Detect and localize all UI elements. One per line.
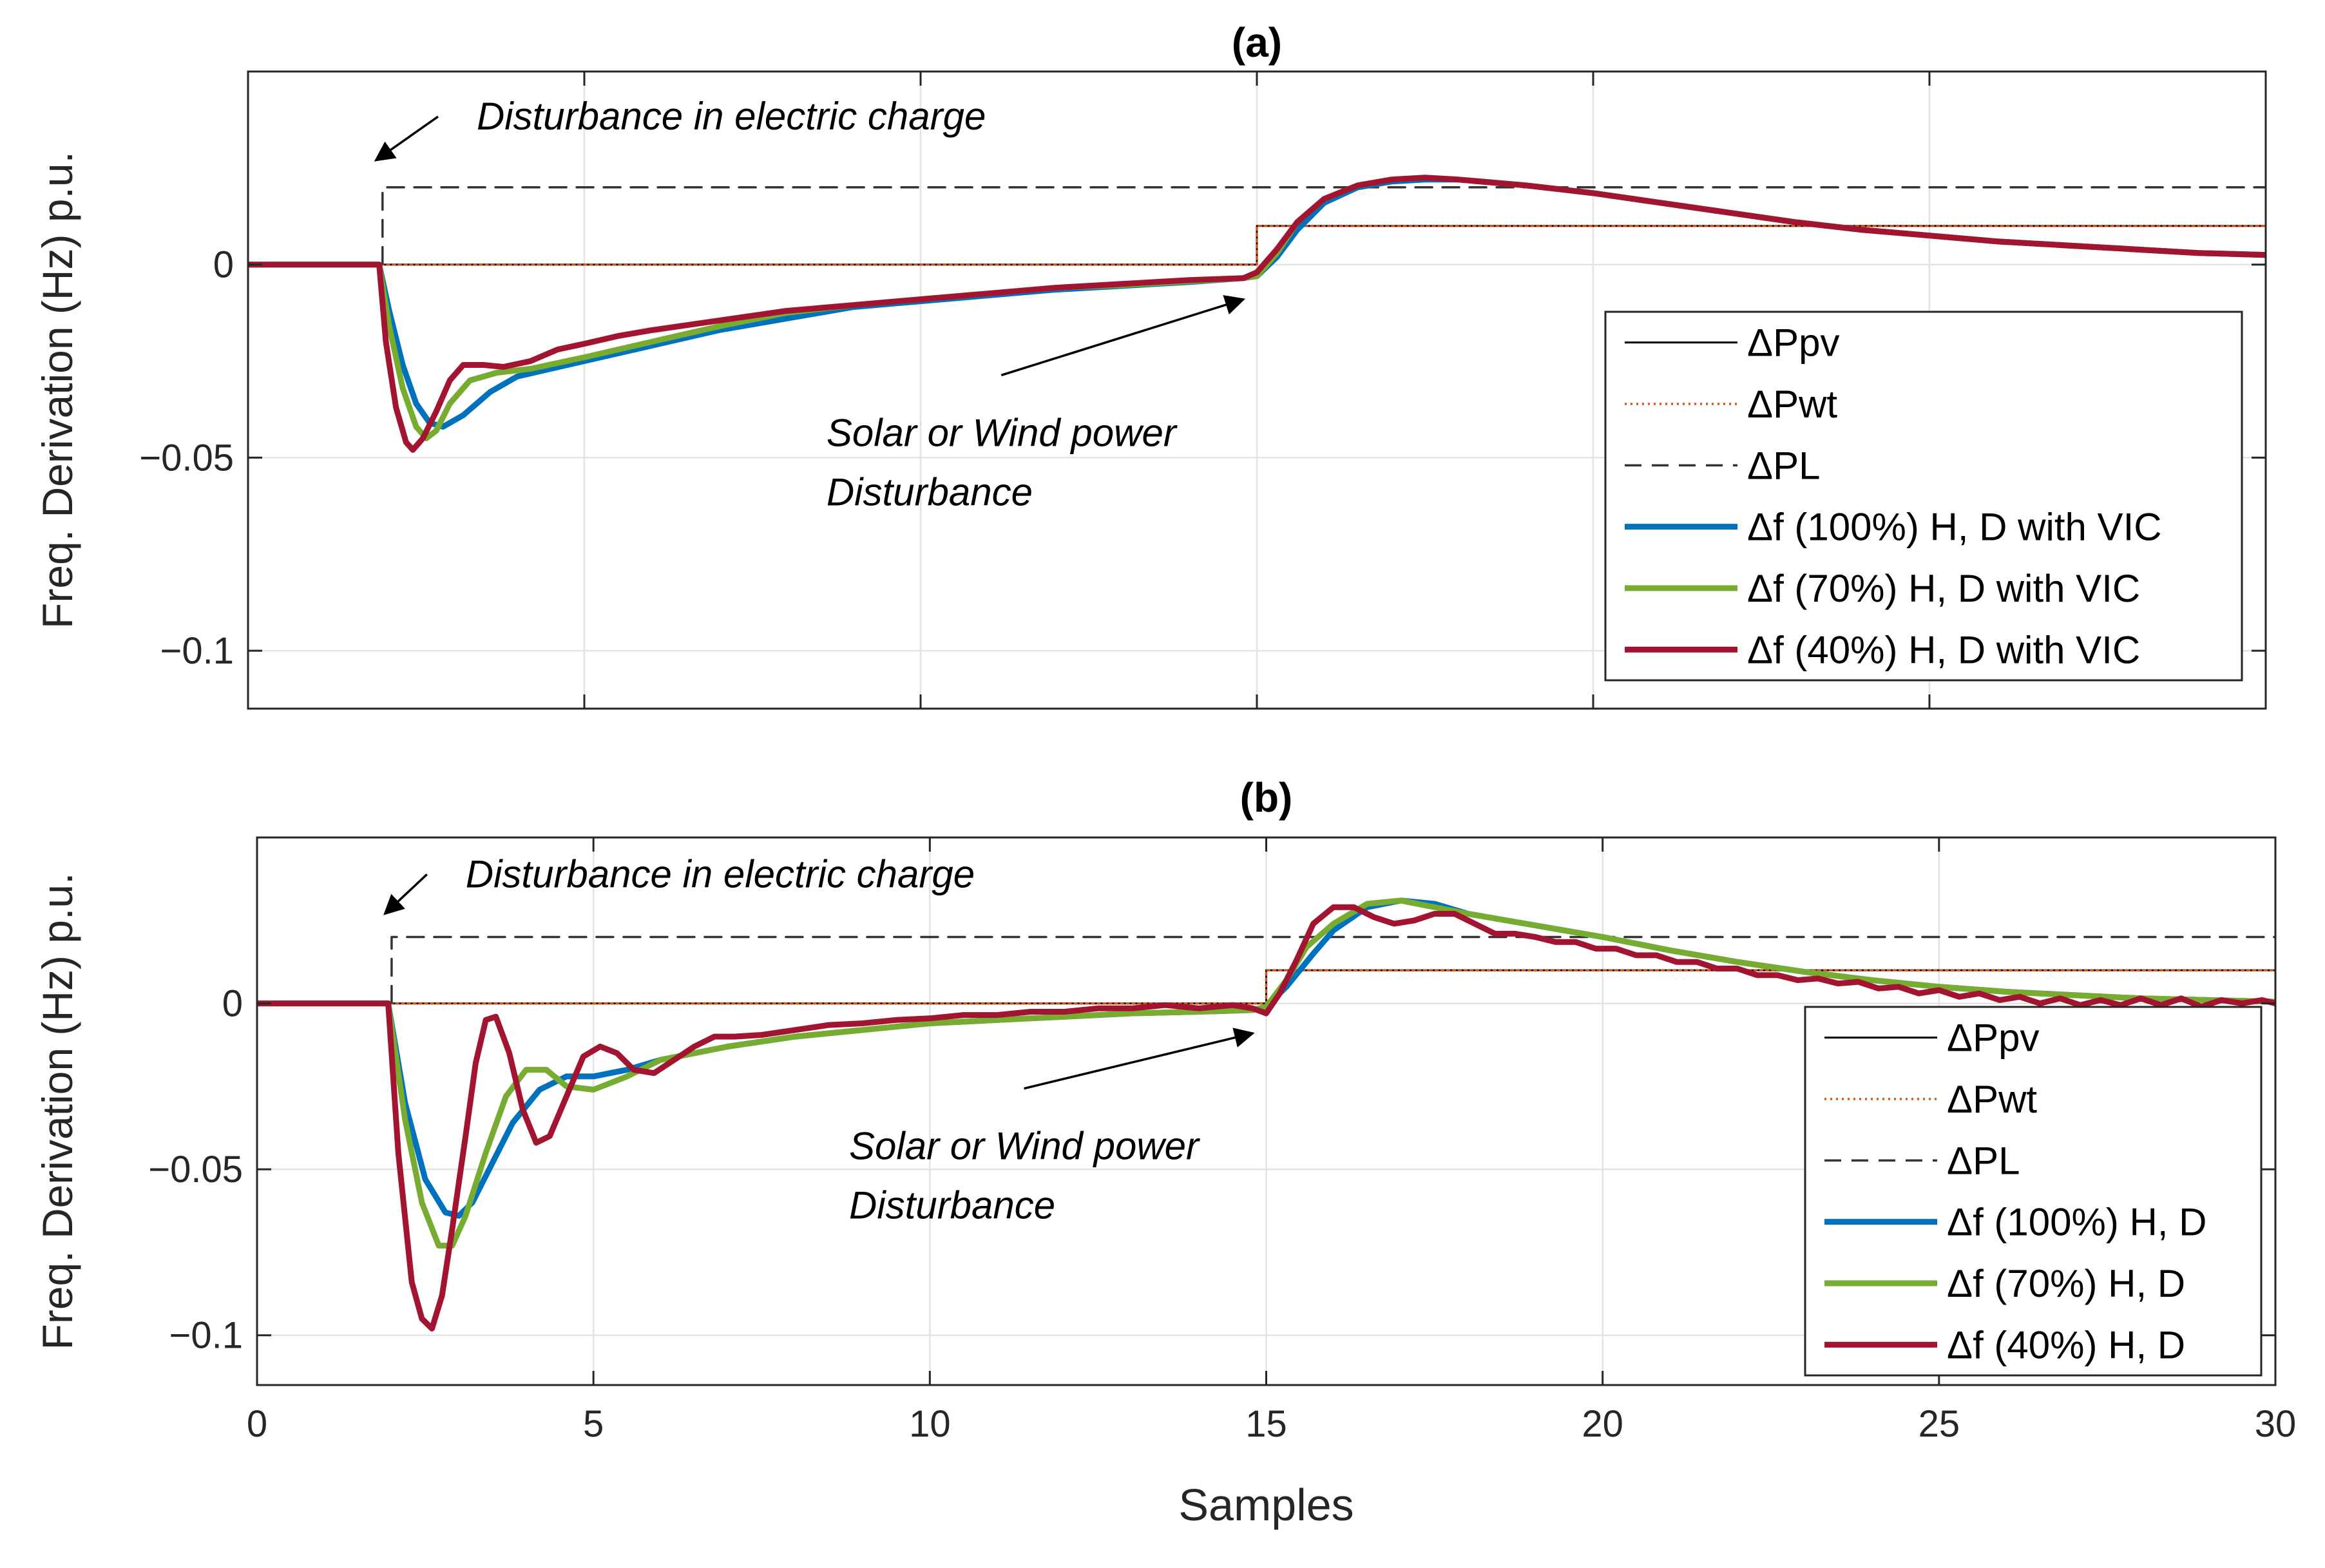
legend-label-5: Δf (40%) H, D xyxy=(1947,1323,2185,1366)
legend: ΔPpv ΔPwt ΔPL Δf (100%) H, D with VIC Δf (70… xyxy=(1604,311,2243,682)
legend-label-3: Δf (100%) H, D xyxy=(1947,1201,2207,1244)
annotation-arrow xyxy=(383,873,428,915)
panel-b: 0 −0.05 −0.1 0 5 10 15 20 25 30 (b) Freq. Derivatio… xyxy=(33,774,2296,1530)
annotation-text: Disturbance xyxy=(849,1184,1055,1227)
y-tick-label: −0.1 xyxy=(169,1315,244,1357)
x-tick-label: 25 xyxy=(1918,1403,1960,1445)
x-tick-label: 20 xyxy=(1582,1403,1623,1445)
legend-label-5: Δf (40%) H, D with VIC xyxy=(1747,628,2140,671)
legend-label-3: Δf (100%) H, D with VIC xyxy=(1747,506,2162,549)
series-line-5 xyxy=(257,904,2275,1332)
legend-box xyxy=(1804,1006,2263,1377)
x-tick-label: 30 xyxy=(2255,1403,2297,1445)
legend-label-2: ΔPL xyxy=(1747,444,1820,487)
y-tick-label: 0 xyxy=(222,983,243,1025)
series-group xyxy=(257,897,2275,1332)
chart-title: (a) xyxy=(1232,19,1282,66)
legend-label-1: ΔPwt xyxy=(1947,1078,2037,1121)
x-tick-label: 5 xyxy=(583,1403,604,1445)
legend-label-2: ΔPL xyxy=(1947,1139,2020,1182)
annotation-text: Disturbance xyxy=(827,470,1033,513)
series-line-1 xyxy=(248,225,2266,266)
y-axis-label: Freq. Derivation (Hz) p.u. xyxy=(33,873,81,1350)
legend-label-0: ΔPpv xyxy=(1947,1017,2039,1060)
annotation-text: Solar or Wind power xyxy=(827,411,1178,454)
y-axis-label: Freq. Derivation (Hz) p.u. xyxy=(33,151,81,629)
annotation-text: Disturbance in electric charge xyxy=(466,852,975,895)
annotation-arrow xyxy=(1000,295,1246,377)
legend-box xyxy=(1604,311,2243,682)
legend-label-1: ΔPwt xyxy=(1747,383,1837,426)
legend-label-4: Δf (70%) H, D with VIC xyxy=(1747,567,2140,610)
legend: ΔPpv ΔPwt ΔPL Δf (100%) H, D Δf (70%) H, D Δf… xyxy=(1804,1006,2263,1377)
legend-label-0: ΔPpv xyxy=(1747,321,1839,365)
y-tick-label: −0.05 xyxy=(148,1149,243,1190)
x-tick-label: 10 xyxy=(909,1403,951,1445)
y-tick-label: −0.05 xyxy=(139,437,234,479)
x-tick-label: 0 xyxy=(247,1403,267,1445)
annotation-arrow xyxy=(374,115,439,162)
annotation-text: Solar or Wind power xyxy=(849,1125,1200,1168)
series-group xyxy=(248,175,2266,453)
panel-a: 0 −0.05 −0.1 (a) Freq. Derivation (Hz) p.u. D… xyxy=(33,19,2267,710)
y-tick-label: 0 xyxy=(213,244,234,286)
x-tick-label: 15 xyxy=(1245,1403,1287,1445)
x-axis-label: Samples xyxy=(1178,1480,1354,1530)
chart-title: (b) xyxy=(1240,774,1293,821)
y-tick-label: −0.1 xyxy=(160,630,234,672)
series-line-4 xyxy=(257,897,2275,1249)
legend-label-4: Δf (70%) H, D xyxy=(1947,1262,2185,1305)
annotation-text: Disturbance in electric charge xyxy=(477,95,986,138)
series-line-5 xyxy=(248,175,2266,453)
annotation-arrow xyxy=(1024,1028,1255,1090)
series-line-1 xyxy=(257,969,2275,1005)
